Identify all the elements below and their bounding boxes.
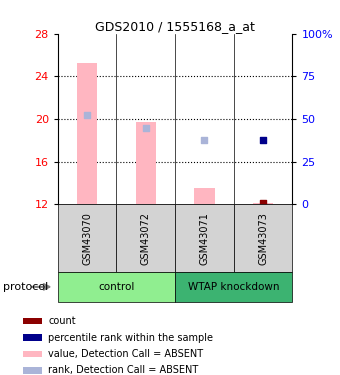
Bar (23, 367, 42, 374)
Bar (58, 204, 116, 272)
Text: protocol: protocol (3, 282, 49, 292)
Point (260, 137, 266, 143)
Bar (116, 204, 175, 272)
Text: rank, Detection Call = ABSENT: rank, Detection Call = ABSENT (48, 365, 199, 375)
Bar (23, 351, 42, 357)
Point (143, 124, 149, 130)
Text: value, Detection Call = ABSENT: value, Detection Call = ABSENT (48, 349, 203, 359)
Bar (253, 203, 273, 204)
Bar (175, 272, 292, 302)
Text: GSM43070: GSM43070 (82, 211, 92, 265)
Bar (136, 122, 156, 204)
Text: WTAP knockdown: WTAP knockdown (188, 282, 279, 292)
Text: percentile rank within the sample: percentile rank within the sample (48, 333, 213, 343)
Text: GSM43071: GSM43071 (200, 211, 209, 265)
Bar (23, 334, 42, 341)
Bar (23, 318, 42, 324)
Bar (58, 272, 175, 302)
Text: control: control (98, 282, 135, 292)
Bar (234, 204, 292, 272)
Text: count: count (48, 316, 76, 326)
Title: GDS2010 / 1555168_a_at: GDS2010 / 1555168_a_at (95, 20, 255, 33)
Text: GSM43072: GSM43072 (141, 211, 151, 265)
Bar (175, 204, 234, 272)
Point (260, 200, 266, 206)
Text: GSM43073: GSM43073 (258, 211, 268, 265)
Bar (194, 188, 215, 204)
Point (202, 137, 207, 143)
Point (84, 112, 90, 118)
Bar (77, 63, 97, 204)
